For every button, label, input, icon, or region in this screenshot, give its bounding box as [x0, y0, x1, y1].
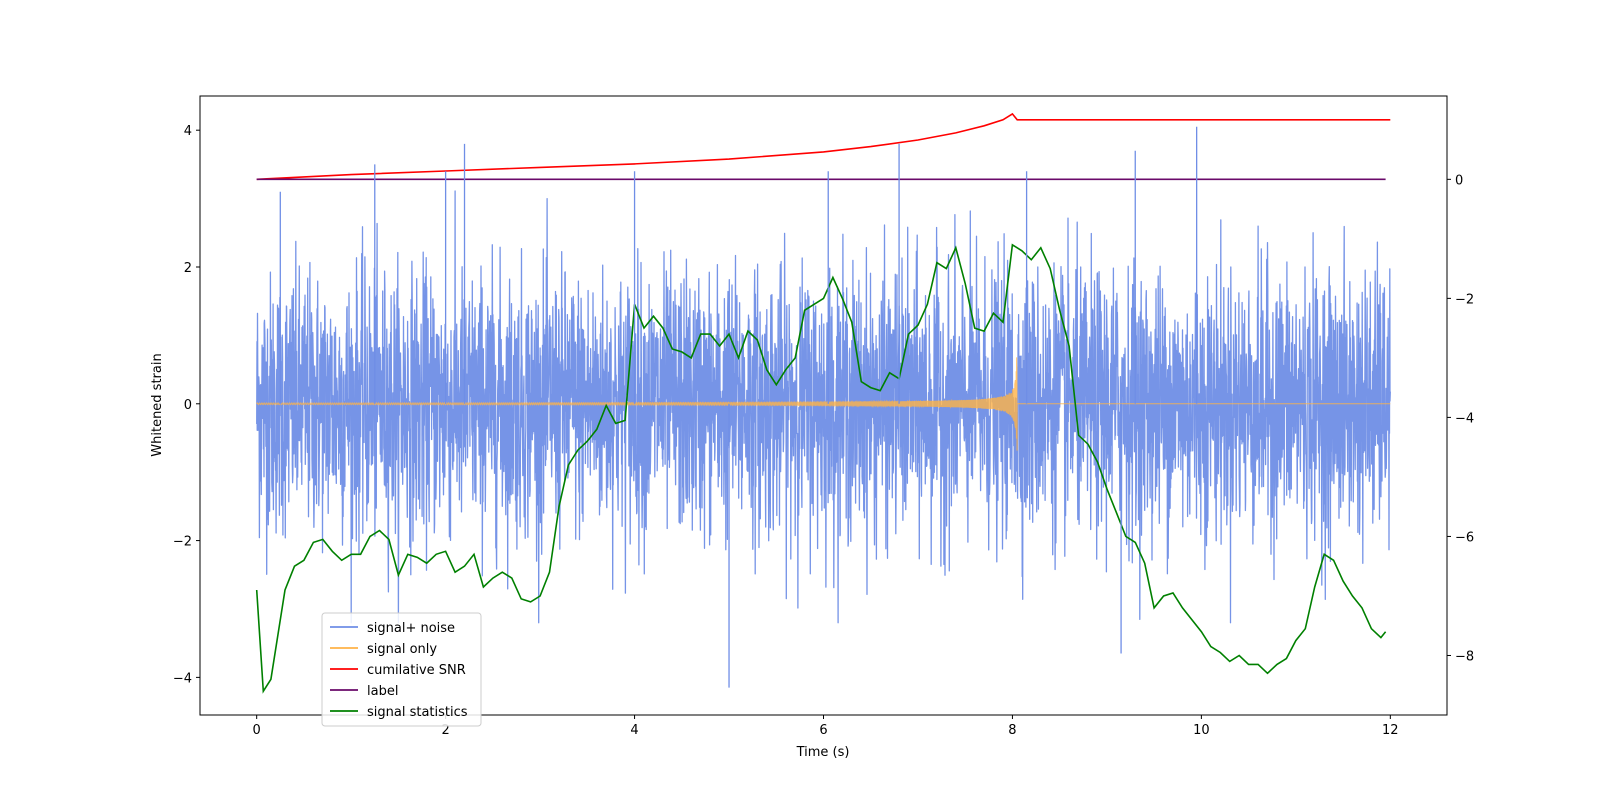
y-axis-label: Whitened strain	[150, 353, 165, 456]
signal-noise-series	[256, 190, 1391, 624]
y-tick-label: −2	[173, 535, 192, 550]
signal-statistics-series	[255, 243, 1387, 694]
y-axis-left: −4 −2 0 2 4	[173, 124, 200, 686]
y2-tick-label: −2	[1455, 292, 1474, 307]
x-tick-label: 0	[253, 723, 261, 738]
x-axis: 0 2 4 6 8 10 12	[253, 715, 1399, 738]
y2-tick-label: −4	[1455, 411, 1474, 426]
signal-only-series	[256, 357, 1391, 451]
y-axis-right: −8 −6 −4 −2 0	[1447, 173, 1474, 664]
legend-label: signal+ noise	[367, 621, 455, 636]
x-tick-label: 6	[819, 723, 827, 738]
x-tick-label: 8	[1008, 723, 1016, 738]
x-tick-label: 10	[1193, 723, 1210, 738]
legend-label: label	[367, 684, 398, 699]
y2-tick-label: −6	[1455, 530, 1474, 545]
x-tick-label: 2	[441, 723, 449, 738]
x-tick-label: 4	[630, 723, 638, 738]
y2-tick-label: −8	[1455, 649, 1474, 664]
legend: signal+ noise signal only cumilative SNR la…	[321, 612, 482, 727]
plot-area	[255, 112, 1391, 694]
y-tick-label: −4	[173, 671, 192, 686]
legend-label: signal statistics	[367, 705, 468, 720]
x-axis-label: Time (s)	[796, 745, 850, 760]
y-tick-label: 4	[184, 124, 192, 139]
y-tick-label: 2	[184, 261, 192, 276]
cumulative-snr-series	[256, 112, 1391, 181]
y2-tick-label: 0	[1455, 173, 1463, 188]
x-tick-label: 12	[1382, 723, 1399, 738]
legend-label: signal only	[367, 642, 437, 657]
y-tick-label: 0	[184, 398, 192, 413]
legend-label: cumilative SNR	[367, 663, 466, 678]
legend-box	[321, 612, 482, 727]
